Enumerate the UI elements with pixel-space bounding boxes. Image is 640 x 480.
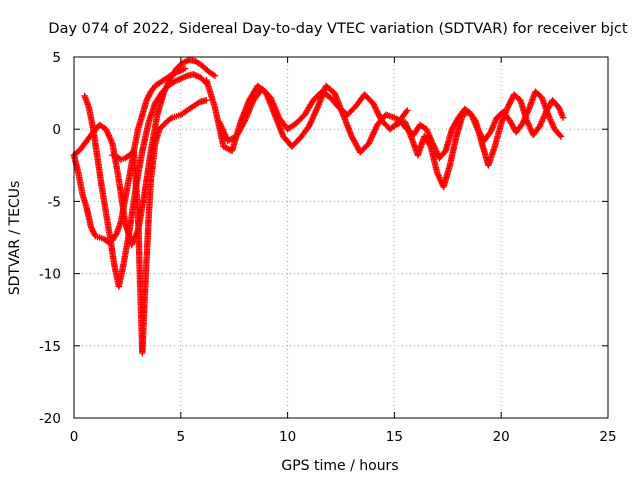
y-tick-label: -5 — [48, 194, 61, 210]
data-point — [211, 72, 219, 79]
chart-title: Day 074 of 2022, Sidereal Day-to-day VTE… — [48, 21, 627, 37]
x-tick-label: 15 — [386, 429, 403, 445]
series-track-f — [216, 85, 411, 144]
axis-ticks: 0 5 10 15 20 25 5 0 -5 -10 -15 -20 — [39, 50, 617, 445]
x-tick-label: 0 — [70, 429, 79, 445]
x-tick-label: 25 — [599, 429, 616, 445]
x-axis-label: GPS time / hours — [281, 458, 398, 474]
plot-frame — [73, 56, 609, 419]
x-tick-label: 10 — [279, 429, 296, 445]
y-tick-label: -20 — [39, 411, 61, 427]
data-point — [181, 65, 189, 72]
data-point-interp — [167, 115, 175, 122]
x-tick-label: 5 — [177, 429, 186, 445]
data-points — [70, 56, 567, 357]
data-point — [557, 133, 565, 140]
data-point — [559, 114, 567, 121]
y-tick-label: -10 — [39, 267, 61, 283]
y-tick-label: 0 — [52, 122, 61, 138]
data-point-interp — [556, 132, 564, 139]
y-axis-label: SDTVAR / TECUs — [7, 181, 23, 296]
series-track-h — [391, 88, 565, 162]
data-point — [404, 107, 411, 114]
y-tick-label: -15 — [39, 339, 61, 355]
data-point — [203, 97, 210, 104]
y-tick-label: 5 — [52, 50, 61, 66]
series-track-d — [109, 97, 210, 357]
x-tick-label: 20 — [493, 429, 510, 445]
